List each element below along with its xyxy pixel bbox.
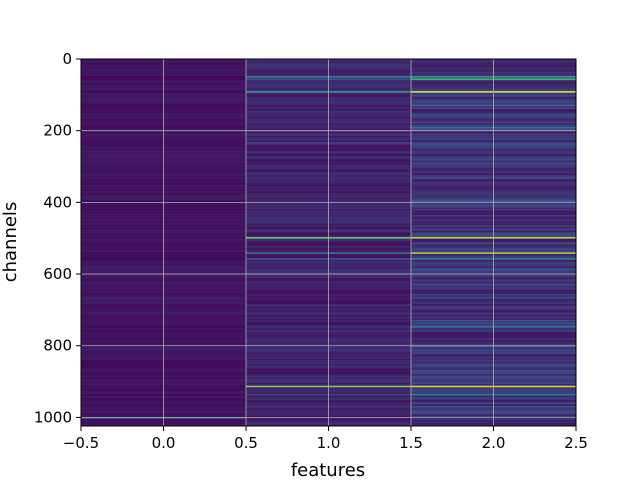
y-tick-label: 0 (62, 50, 72, 68)
plot-area (80, 58, 577, 427)
x-tick-label: 2.0 (482, 434, 506, 452)
y-tick-label: 800 (43, 337, 72, 355)
x-tick-label: 1.5 (399, 434, 423, 452)
x-tick-label: −0.5 (63, 434, 99, 452)
y-tick-label: 400 (43, 193, 72, 211)
x-tick-label: 1.0 (317, 434, 341, 452)
x-tick-label: 2.5 (564, 434, 588, 452)
y-axis: 0 200 400 600 800 1000 (34, 50, 81, 426)
x-axis: −0.5 0.0 0.5 1.0 1.5 2.0 2.5 (63, 426, 588, 452)
y-axis-label: channels (0, 202, 21, 283)
x-tick-label: 0.5 (234, 434, 258, 452)
y-tick-label: 200 (43, 122, 72, 140)
y-tick-label: 1000 (34, 408, 72, 426)
x-axis-label: features (291, 460, 365, 480)
y-tick-label: 600 (43, 265, 72, 283)
x-tick-label: 0.0 (152, 434, 176, 452)
